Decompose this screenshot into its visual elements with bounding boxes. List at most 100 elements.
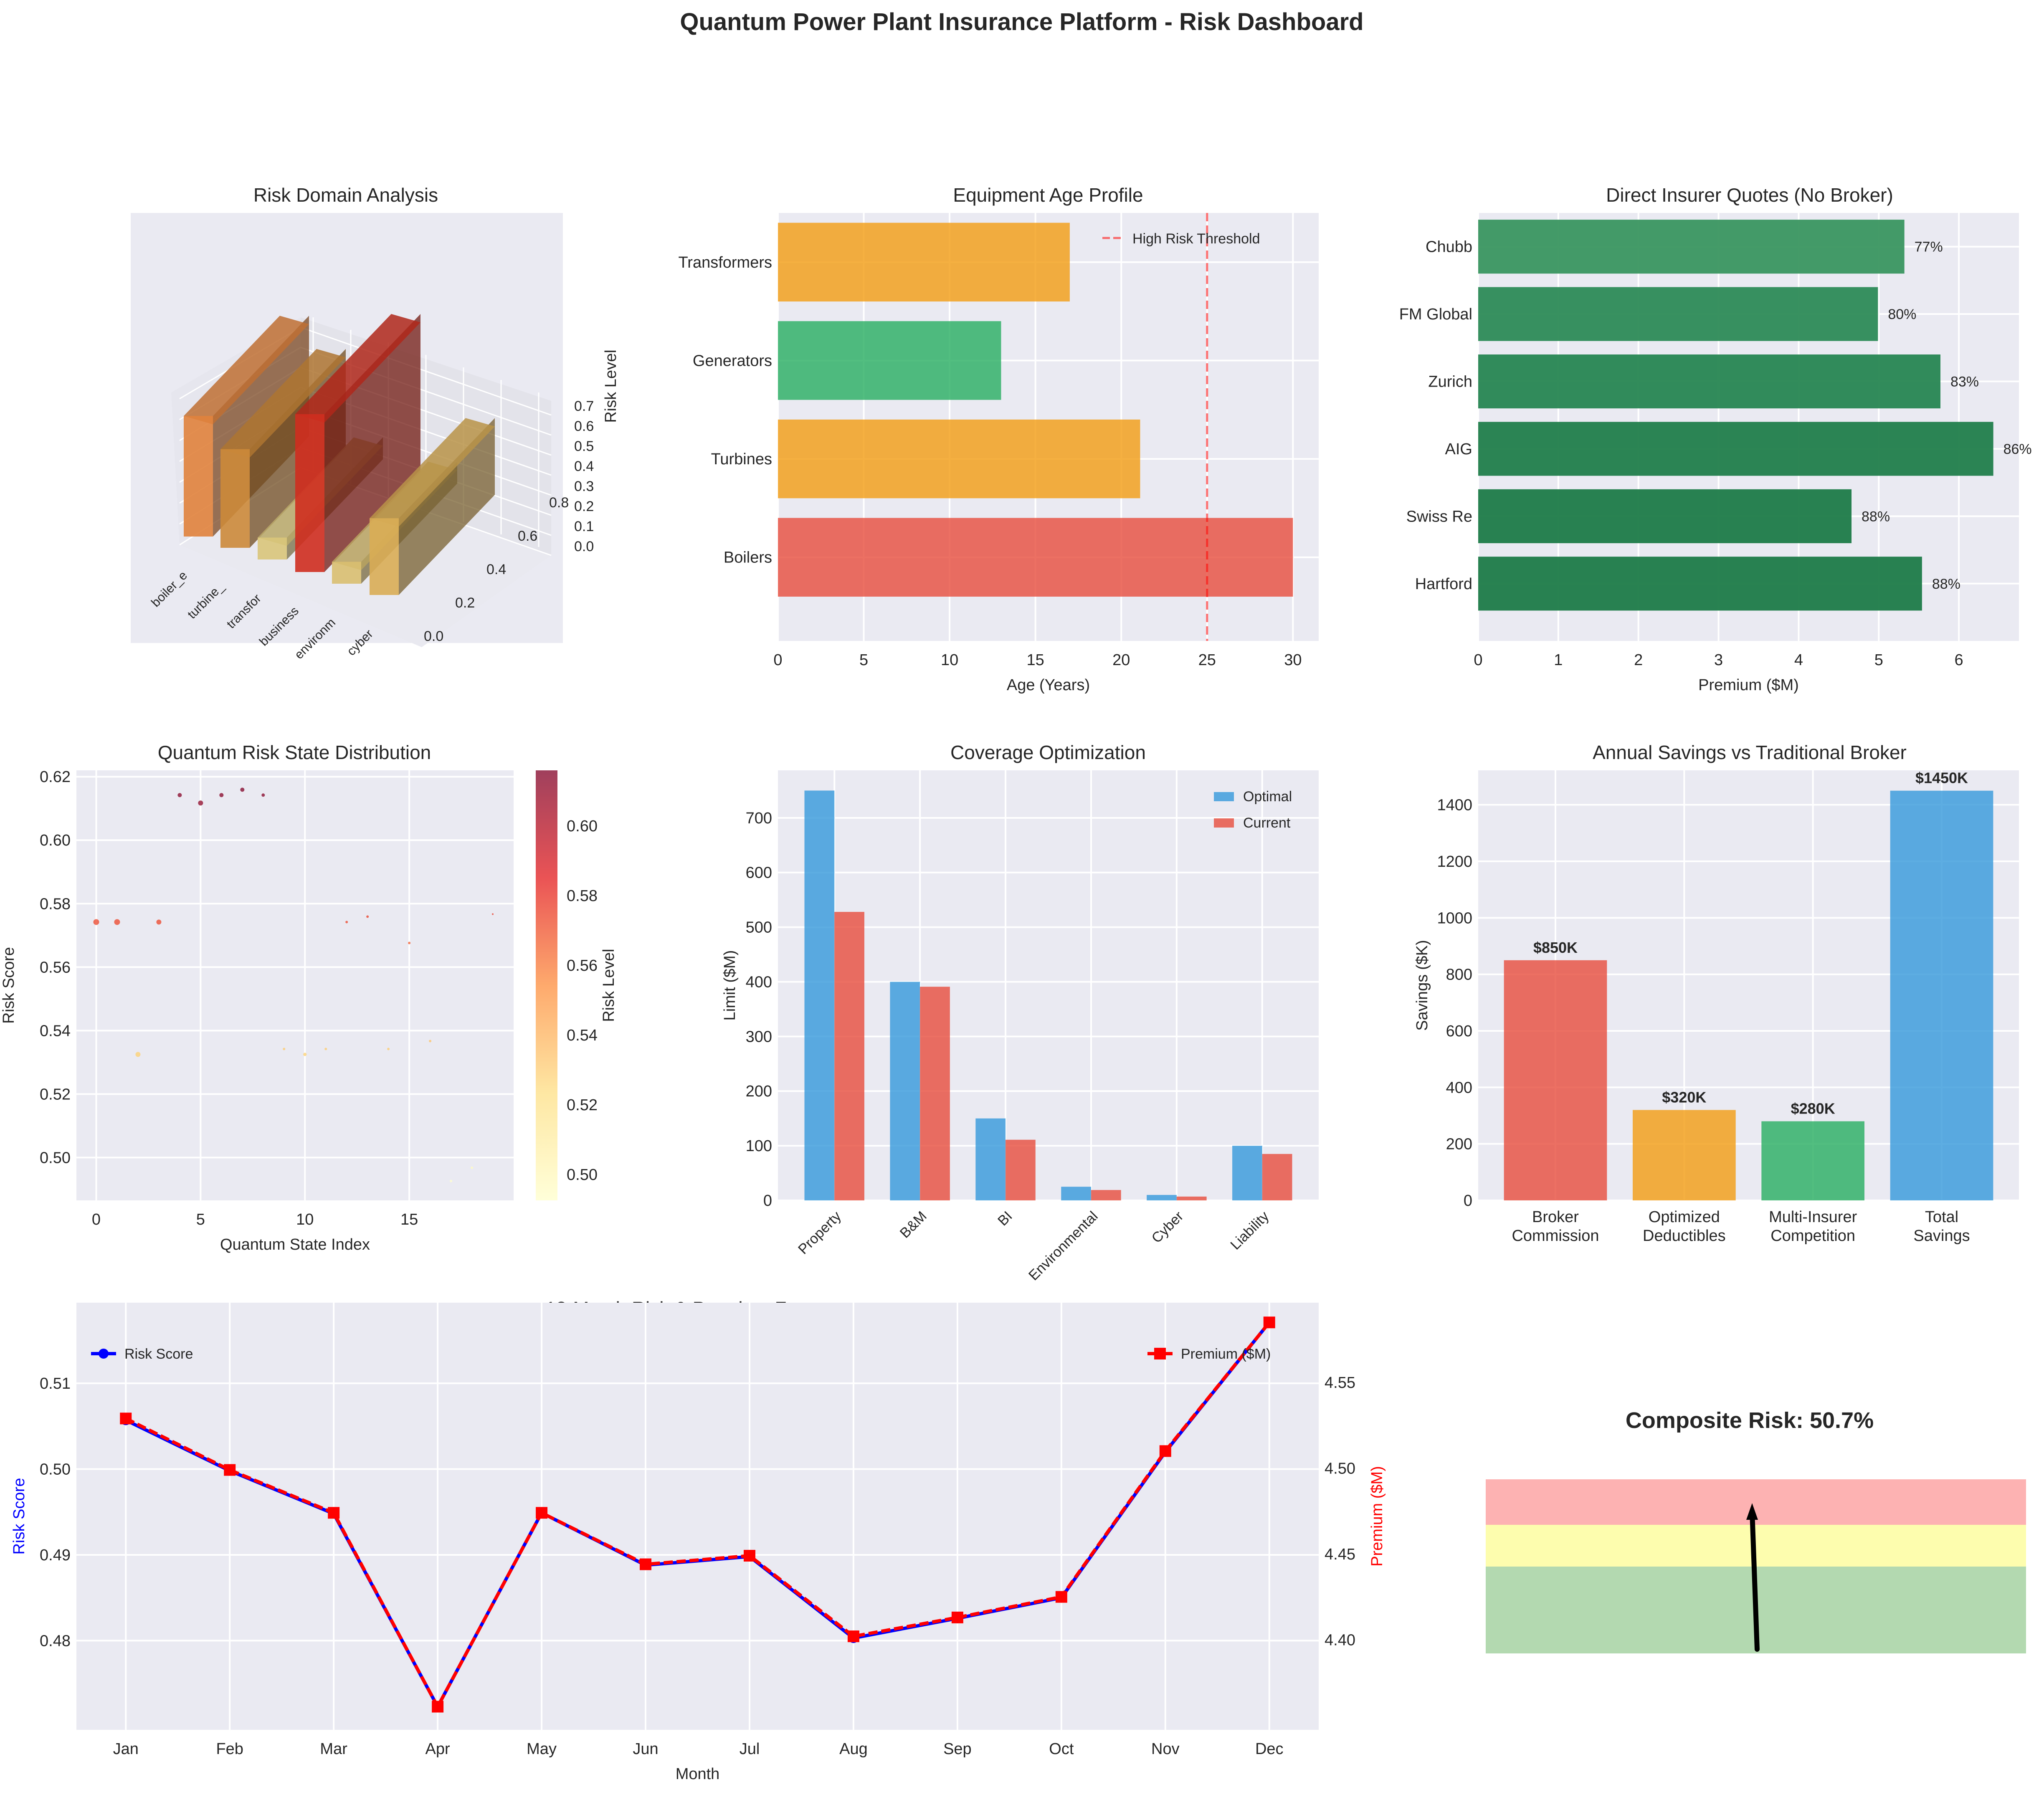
scatter-point [177,793,182,797]
colorbar-tick-label: 0.58 [567,887,598,905]
y-tick-label: 0.58 [40,895,71,913]
x-tick-label: May [527,1740,557,1758]
x-tick-label: 15 [1027,651,1044,669]
scatter-point [345,921,348,924]
bar [370,518,399,595]
premium-marker [120,1413,132,1425]
x-tick-label: Commission [1512,1227,1599,1245]
chart-title: Coverage Optimization [950,742,1146,763]
y-tick-label: 100 [746,1137,772,1155]
bar [1006,1139,1036,1200]
y-tick-label: 0.54 [40,1022,71,1040]
z-tick-label: 0.3 [574,478,594,494]
premium-marker [1055,1591,1067,1603]
coverage-chart: Coverage Optimization 0 100 200 300 400 500 60… [721,742,1319,1283]
data-label: $320K [1662,1088,1706,1106]
bar [920,987,950,1200]
data-label: $850K [1533,939,1578,956]
z-tick-label: 0.6 [574,418,594,434]
y-tick-label-left: 0.51 [40,1375,71,1392]
x-tick-label: Cyber [1149,1208,1187,1246]
colorbar-tick-label: 0.50 [567,1166,598,1184]
y-tick-label: 0.0 [424,628,443,644]
scatter-point [450,1180,453,1182]
x-tick-label: B&M [897,1208,930,1241]
bar [1478,220,1905,274]
forecast-chart: 12-Month Risk & Premium Forecast JanFebM… [10,1298,1386,1783]
x-tick-label: Broker [1532,1208,1579,1226]
y-tick-label-right: 4.50 [1325,1460,1355,1477]
x-tick-label: Nov [1151,1740,1180,1758]
bar [1478,354,1940,409]
x-tick-label: Dec [1255,1740,1284,1758]
bar [220,449,250,548]
x-axis-label: Month [676,1765,720,1783]
y-tick-label: 0 [763,1192,772,1210]
scatter-point [324,1048,327,1051]
scatter-point [261,793,265,797]
bar [804,790,835,1200]
y-tick-label: Turbines [711,451,772,468]
savings-chart: Annual Savings vs Traditional Broker 0 20… [1413,742,2019,1245]
data-label: $280K [1791,1100,1835,1117]
scatter-point [240,787,245,792]
bar-side [324,314,420,572]
bar [258,537,287,559]
x-tick-label: 6 [1955,651,1963,669]
y-axis-label-left: Risk Score [10,1478,28,1555]
legend-risk-marker [99,1349,109,1359]
bar [778,321,1001,400]
scatter-point [135,1052,141,1057]
x-tick-label: 0 [92,1211,101,1228]
x-tick-label: BI [995,1208,1016,1229]
y-tick-label: 0.4 [486,562,506,577]
premium-marker [847,1630,859,1643]
plot-area [76,770,514,1200]
x-tick-label: 3 [1714,651,1723,669]
bar [1761,1121,1864,1200]
y-tick-label: 0.62 [40,768,71,786]
bar [778,223,1070,302]
plot-area [778,770,1319,1200]
x-tick-label: 1 [1554,651,1563,669]
y-tick-label: 500 [746,919,772,937]
bar [295,414,324,572]
scatter-point [366,915,369,918]
legend-label: Optimal [1243,789,1292,805]
bar [1061,1187,1091,1200]
chart-title: Quantum Risk State Distribution [158,742,431,763]
legend-risk-label: Risk Score [124,1346,193,1362]
y-tick-label: Generators [693,352,772,370]
scatter-point [156,919,162,925]
legend-swatch [1214,818,1234,828]
premium-marker [1263,1316,1275,1329]
y-tick-label: Transformers [678,254,772,271]
equipment-age-chart: Equipment Age Profile 0 5 10 15 20 25 30 Boiler… [678,184,1319,694]
y-tick-label: 1400 [1437,797,1472,814]
data-label: 80% [1888,306,1916,322]
y-tick-label-right: 4.45 [1325,1546,1355,1563]
colorbar-tick-label: 0.54 [567,1027,598,1044]
y-axis-label: Risk Score [0,947,18,1024]
bar [1232,1146,1262,1200]
x-tick-label: Deductibles [1643,1227,1726,1245]
x-tick-label: Savings [1913,1227,1970,1245]
y-tick-label: Swiss Re [1406,508,1472,525]
y-axis-label: Limit ($M) [721,950,739,1021]
premium-marker [432,1701,444,1713]
premium-line [125,1321,1271,1711]
data-label: 77% [1915,239,1943,255]
bar-top [295,314,420,423]
y-tick-label: 0.2 [455,595,475,611]
y-tick-label: 0.6 [518,528,537,544]
y-tick-label: 0.52 [40,1086,71,1103]
bar-top [370,418,495,527]
premium-marker [951,1611,963,1623]
y-tick-label: 200 [746,1083,772,1100]
x-tick-label: 0 [773,651,782,669]
colorbar [536,770,557,1200]
y-tick-label: Zurich [1428,373,1472,391]
bar [1504,960,1607,1200]
premium-marker [743,1549,755,1562]
bar [1091,1190,1121,1200]
